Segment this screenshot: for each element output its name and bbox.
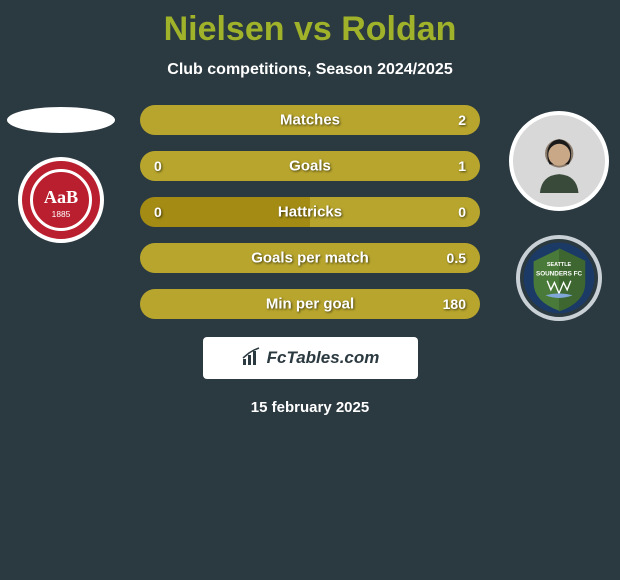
sounders-crest-icon: SEATTLE SOUNDERS FC <box>520 239 598 317</box>
stat-label: Min per goal <box>266 296 354 313</box>
right-team-crest: SEATTLE SOUNDERS FC <box>516 235 602 321</box>
date-label: 15 february 2025 <box>0 399 620 416</box>
brand-text: FcTables.com <box>267 348 380 368</box>
comparison-title: Nielsen vs Roldan <box>0 10 620 49</box>
svg-text:AaB: AaB <box>44 187 78 207</box>
stat-left-value: 0 <box>154 158 162 174</box>
player-silhouette-icon <box>527 129 591 193</box>
subtitle: Club competitions, Season 2024/2025 <box>0 61 620 79</box>
left-player-column: AaB 1885 <box>6 103 116 243</box>
stat-right-value: 0.5 <box>447 250 466 266</box>
svg-text:1885: 1885 <box>52 209 71 219</box>
stat-row: Goals per match 0.5 <box>140 243 480 273</box>
svg-text:SEATTLE: SEATTLE <box>547 262 572 268</box>
stat-row: Min per goal 180 <box>140 289 480 319</box>
stat-right-value: 180 <box>443 296 466 312</box>
stat-row: Hattricks 0 0 <box>140 197 480 227</box>
aab-crest-icon: AaB 1885 <box>33 172 89 228</box>
svg-text:SOUNDERS FC: SOUNDERS FC <box>536 270 582 277</box>
stat-label: Matches <box>280 112 340 129</box>
stat-right-value: 0 <box>458 204 466 220</box>
right-player-column: SEATTLE SOUNDERS FC <box>504 111 614 321</box>
stat-label: Goals per match <box>251 250 369 267</box>
stat-row: Matches 2 <box>140 105 480 135</box>
content-area: AaB 1885 SEATTL <box>0 99 620 416</box>
right-player-avatar <box>509 111 609 211</box>
stat-label: Hattricks <box>278 204 342 221</box>
stats-list: Matches 2 Goals 0 1 Hattricks 0 0 Goals per matc… <box>140 99 480 319</box>
stat-label: Goals <box>289 158 331 175</box>
stat-right-value: 1 <box>458 158 466 174</box>
stat-right-value: 2 <box>458 112 466 128</box>
stat-left-value: 0 <box>154 204 162 220</box>
left-team-crest: AaB 1885 <box>18 157 104 243</box>
bar-chart-icon <box>241 347 263 369</box>
brand-box: FcTables.com <box>203 337 418 379</box>
stat-row: Goals 0 1 <box>140 151 480 181</box>
left-player-avatar <box>7 107 115 133</box>
